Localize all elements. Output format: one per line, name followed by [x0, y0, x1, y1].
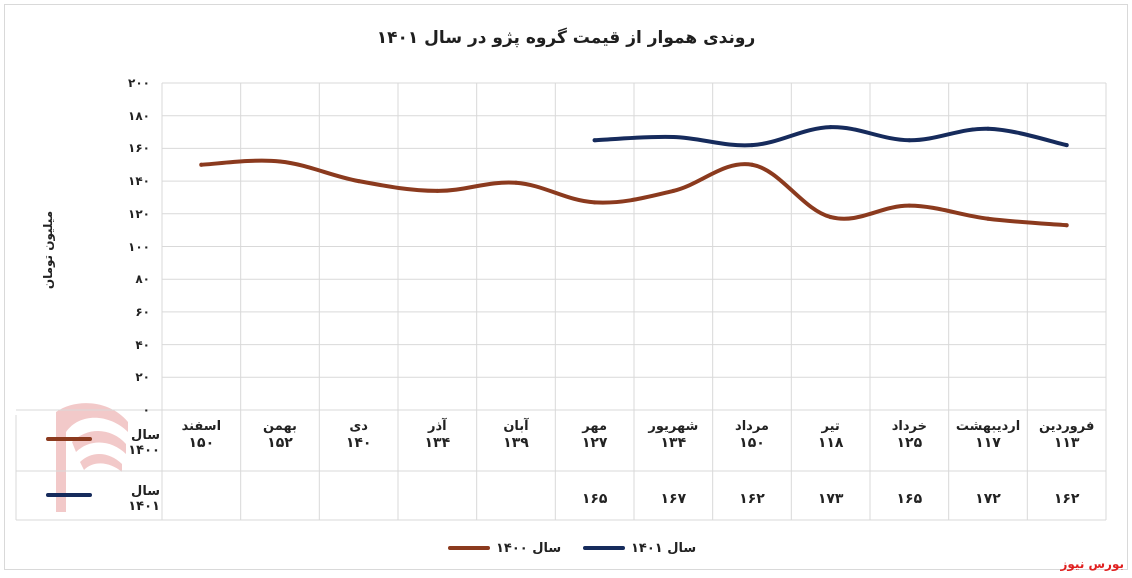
data-label: ۱۶۲ — [1053, 491, 1080, 507]
y-tick-label: ۴۰ — [135, 337, 150, 352]
data-label: ۱۲۵ — [896, 435, 923, 451]
data-label: ۱۱۳ — [1053, 435, 1080, 451]
data-point — [435, 188, 440, 193]
x-tick-label: آذر — [428, 419, 447, 434]
data-point — [671, 188, 676, 193]
x-tick-label: تیر — [821, 419, 840, 434]
data-point — [907, 138, 912, 143]
data-point — [986, 126, 990, 131]
x-tick-label: مهر — [582, 419, 608, 434]
data-label: ۱۳۴ — [660, 435, 687, 451]
data-label: ۱۶۵ — [896, 491, 923, 507]
legend-swatch-1400 — [448, 546, 490, 550]
data-point — [1064, 143, 1069, 148]
x-tick-label: خرداد — [891, 419, 927, 434]
legend-item-1401: سال ۱۴۰۱ — [583, 538, 696, 558]
data-label: ۱۷۳ — [817, 491, 844, 507]
data-point — [356, 179, 361, 184]
data-label: ۱۶۲ — [739, 491, 765, 507]
data-label: ۱۴۰ — [345, 435, 372, 451]
y-tick-label: ۶۰ — [135, 304, 150, 319]
data-point — [750, 143, 754, 148]
data-point — [514, 180, 518, 185]
y-tick-label: ۲۰ — [135, 370, 150, 385]
data-label: ۱۲۷ — [581, 435, 608, 451]
data-point — [592, 138, 597, 143]
data-label: ۱۵۲ — [267, 435, 293, 451]
legend-item-1400: سال ۱۴۰۰ — [448, 538, 561, 558]
data-label: ۱۵۰ — [739, 435, 765, 451]
y-tick-label: ۱۲۰ — [128, 206, 150, 221]
table-row-name: سال ۱۴۰۰ — [128, 428, 160, 458]
legend-label-1400: سال ۱۴۰۰ — [496, 540, 562, 556]
data-point — [199, 162, 204, 167]
chart-title: روندی هموار از قیمت گروه پژو در سال ۱۴۰۱ — [376, 28, 756, 48]
y-tick-label: ۸۰ — [135, 272, 150, 287]
data-label: ۱۳۹ — [503, 435, 529, 451]
source-label: بورس نیوز — [1060, 557, 1124, 571]
data-point — [828, 215, 833, 220]
y-tick-label: ۱۸۰ — [128, 108, 150, 123]
x-tick-label: اردیبهشت — [955, 419, 1021, 434]
data-label: ۱۷۲ — [975, 491, 1001, 507]
y-tick-label: ۱۶۰ — [128, 141, 150, 156]
x-tick-label: دی — [349, 419, 368, 434]
y-tick-label: ۲۰۰ — [128, 76, 150, 90]
x-tick-label: شهریور — [648, 419, 699, 434]
data-label: ۱۱۸ — [817, 435, 844, 451]
legend-label-1401: سال ۱۴۰۱ — [631, 540, 697, 556]
data-label: ۱۶۷ — [660, 491, 687, 507]
data-label: ۱۶۵ — [581, 491, 608, 507]
x-tick-label: فروردین — [1038, 419, 1095, 434]
legend-swatch-1401 — [583, 546, 625, 550]
y-tick-label: ۱۰۰ — [128, 239, 150, 254]
data-point — [592, 200, 597, 205]
data-point — [907, 203, 912, 208]
y-tick-label: ۰ — [142, 403, 150, 417]
data-label: ۱۱۷ — [975, 435, 1001, 451]
data-point — [828, 125, 833, 130]
data-point — [750, 162, 754, 167]
chart-frame — [4, 4, 1128, 570]
table-row-name: سال ۱۴۰۱ — [128, 484, 160, 514]
x-tick-label: مرداد — [735, 419, 769, 434]
data-label: ۱۳۴ — [424, 435, 451, 451]
data-point — [671, 134, 676, 139]
x-tick-label: اسفند — [181, 419, 222, 434]
watermark-logo — [56, 398, 128, 512]
data-point — [986, 216, 990, 221]
y-tick-label: ۱۴۰ — [128, 174, 150, 189]
data-label: ۱۵۰ — [188, 435, 215, 451]
x-tick-label: آبان — [503, 419, 529, 434]
x-tick-label: بهمن — [263, 419, 297, 434]
data-point — [278, 159, 282, 164]
series-line-1 — [592, 125, 1069, 148]
data-point — [1064, 223, 1069, 228]
